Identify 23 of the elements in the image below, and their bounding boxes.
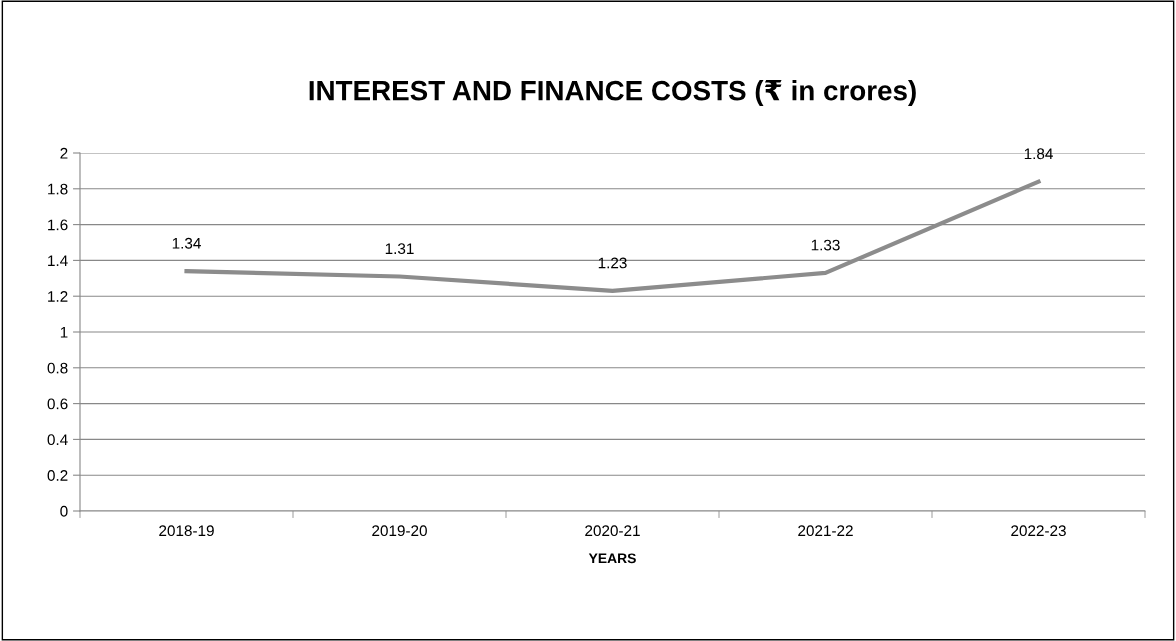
y-tick-label: 2	[60, 147, 68, 159]
y-tick-label: 0	[60, 505, 68, 517]
y-tick-label: 1.2	[48, 291, 68, 302]
x-tick-label: 2021-22	[798, 525, 853, 537]
y-tick-label: 1	[60, 327, 68, 338]
x-axis-title: YEARS	[588, 553, 636, 564]
x-tick-label: 2019-20	[372, 525, 427, 537]
data-label: 1.84	[1024, 148, 1053, 160]
data-label: 1.33	[811, 239, 840, 251]
y-tick-label: 1.6	[48, 219, 68, 231]
y-tick-label: 0.2	[47, 470, 68, 481]
y-tick-label: 1.8	[48, 183, 68, 195]
data-label: 1.23	[598, 257, 627, 269]
data-label: 1.34	[172, 237, 201, 249]
y-tick-label: 0.6	[47, 398, 68, 410]
x-tick-label: 2022-23	[1011, 525, 1066, 537]
y-tick-label: 1.4	[48, 255, 68, 266]
y-tick-label: 0.4	[47, 434, 68, 446]
x-tick-label: 2018-19	[159, 525, 214, 537]
data-label: 1.31	[385, 243, 414, 255]
y-tick-label: 0.8	[47, 362, 68, 374]
x-tick-label: 2020-21	[585, 525, 640, 537]
chart-title: INTEREST AND FINANCE COSTS (₹ in crores)	[309, 79, 916, 106]
